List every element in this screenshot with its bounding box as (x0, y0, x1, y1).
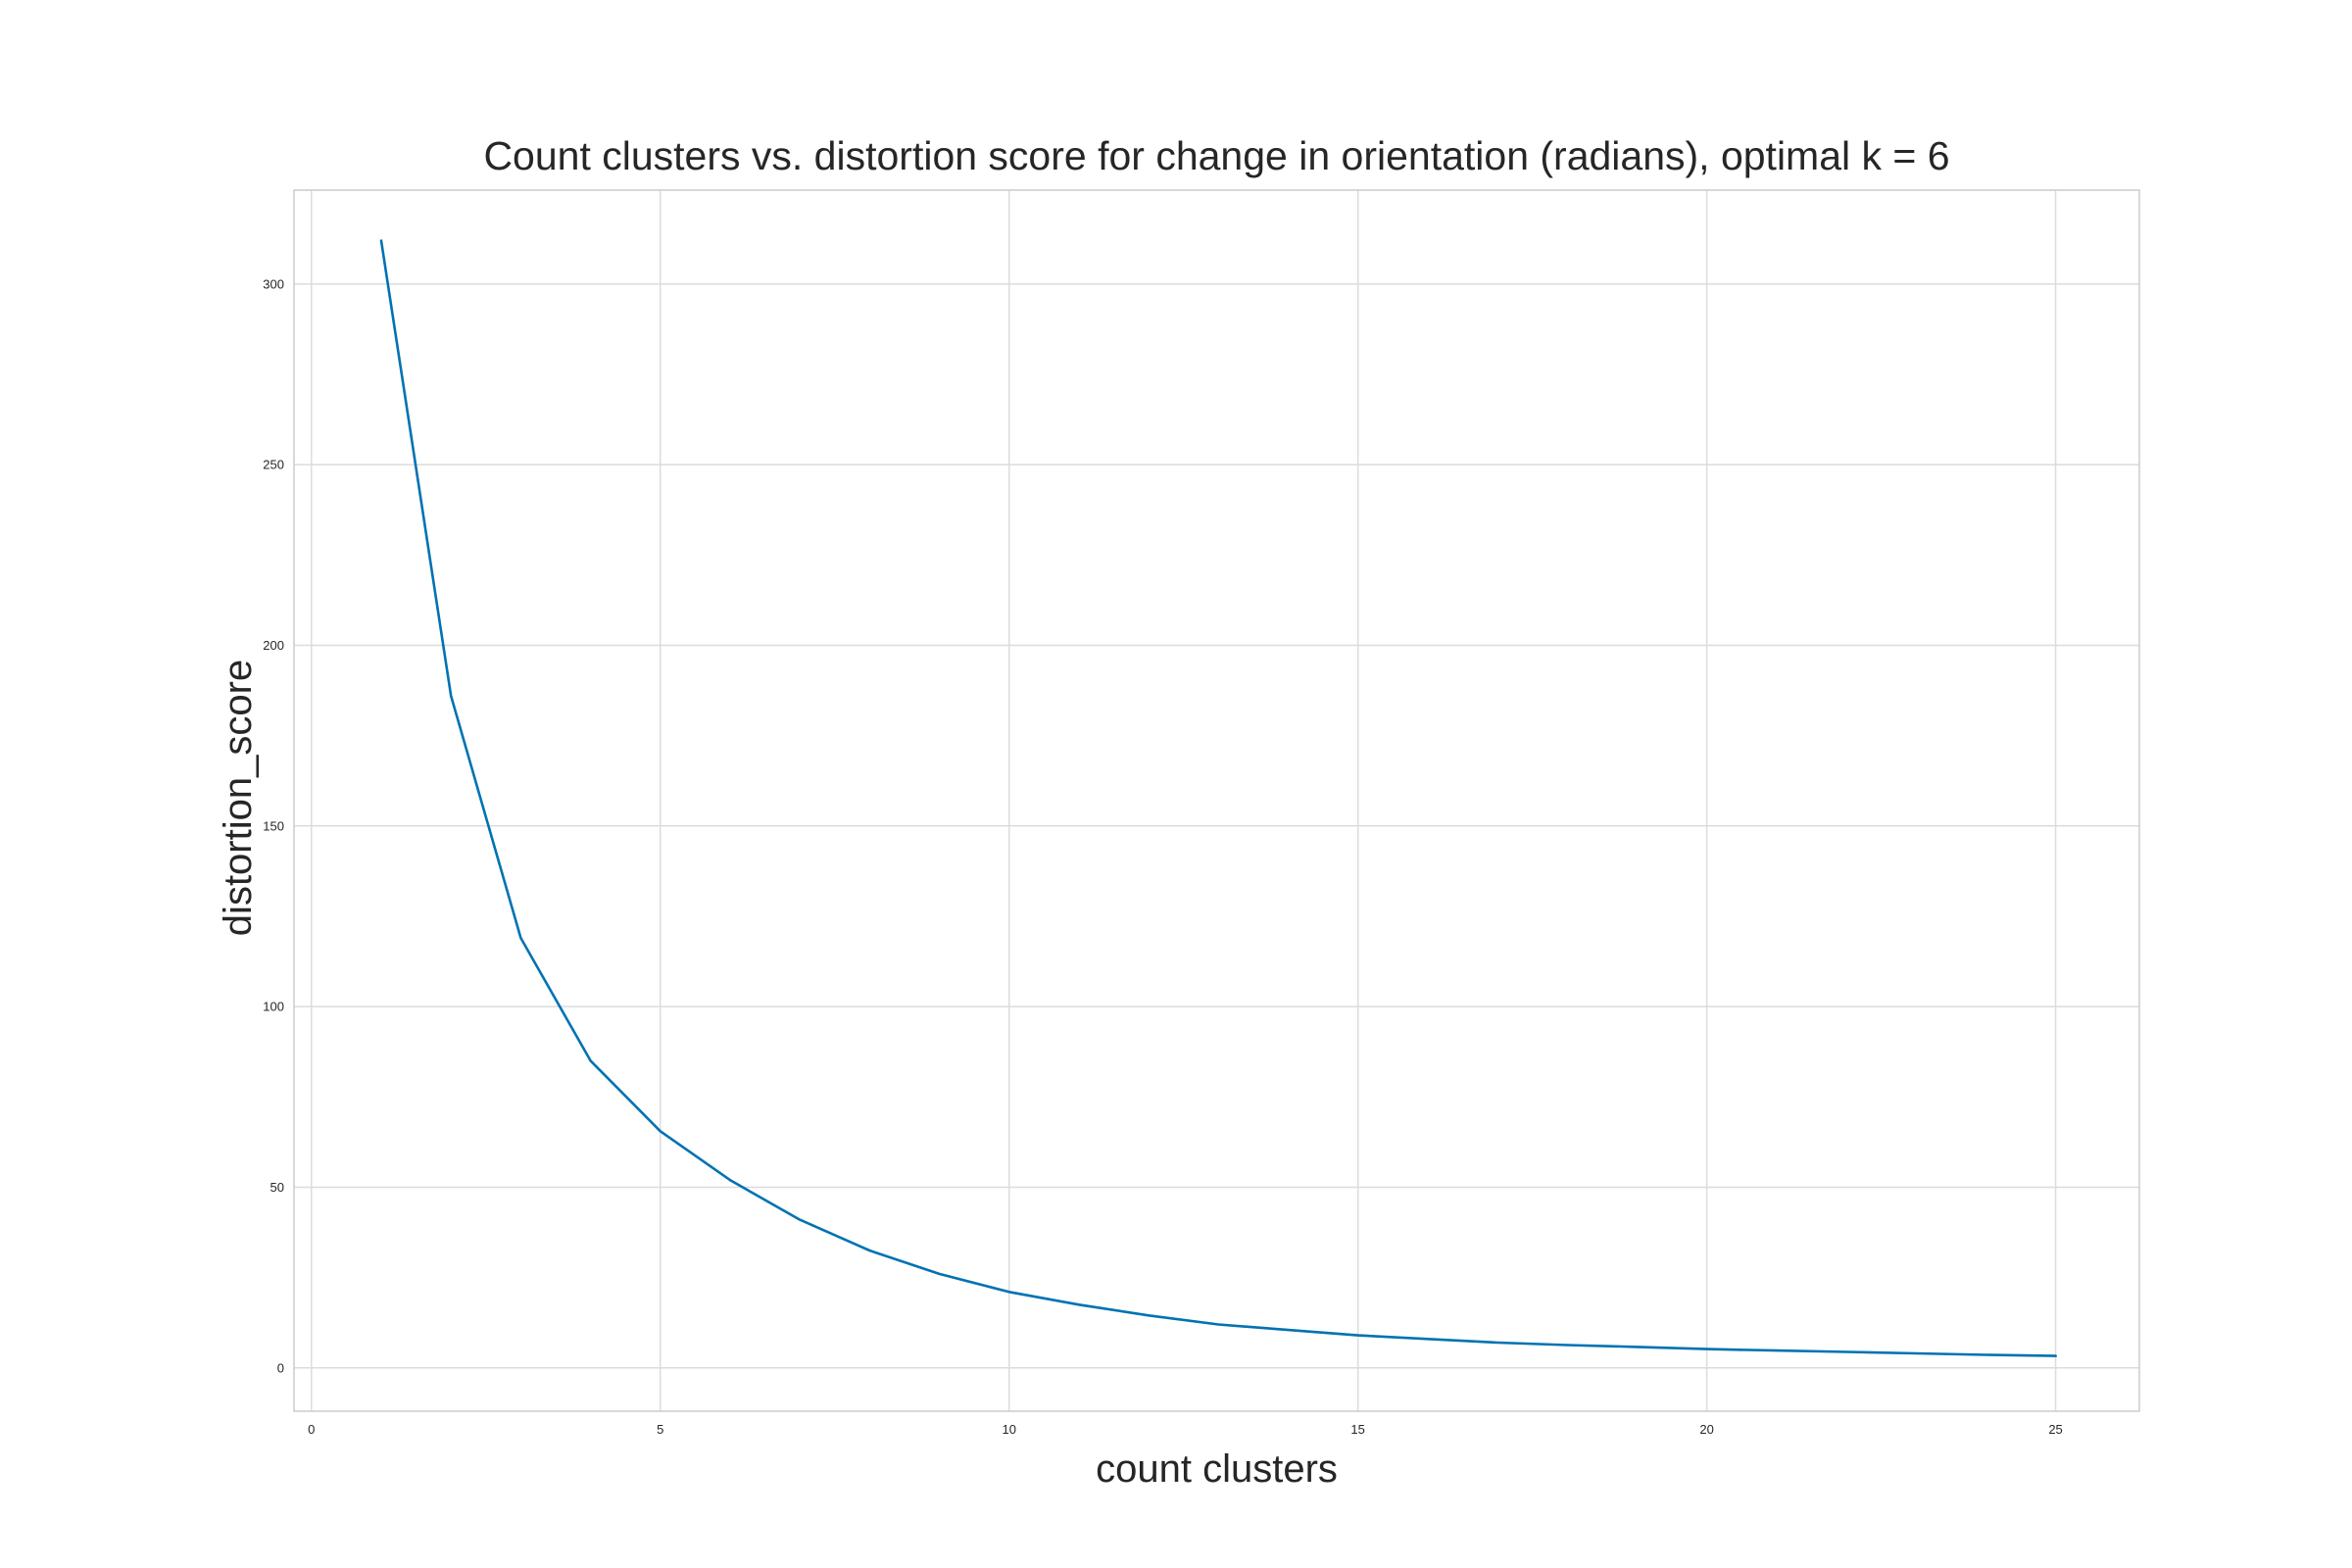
y-tick-label: 300 (263, 276, 284, 291)
y-tick-label: 150 (263, 818, 284, 833)
x-tick-label: 20 (1699, 1422, 1713, 1437)
x-tick-label: 0 (308, 1422, 315, 1437)
y-tick-label: 50 (270, 1180, 284, 1195)
y-tick-label: 0 (277, 1360, 284, 1375)
y-tick-labels: 0 50 100 150 200 250 300 (263, 276, 284, 1375)
series-line (379, 239, 2057, 1357)
x-tick-label: 5 (657, 1422, 663, 1437)
chart-title: Count clusters vs. distortion score for … (483, 133, 1949, 178)
x-tick-label: 25 (2048, 1422, 2062, 1437)
series-layer (379, 239, 2057, 1357)
x-tick-label: 10 (1002, 1422, 1015, 1437)
grid-lines (294, 190, 2139, 1411)
x-tick-labels: 0 5 10 15 20 25 (308, 1422, 2063, 1437)
y-tick-label: 200 (263, 638, 284, 653)
y-tick-label: 250 (263, 458, 284, 472)
y-tick-label: 100 (263, 1000, 284, 1014)
plot-frame (293, 189, 2140, 1412)
x-tick-label: 15 (1350, 1422, 1364, 1437)
y-axis-label: distortion_score (217, 660, 260, 936)
x-axis-label: count clusters (1096, 1447, 1338, 1491)
